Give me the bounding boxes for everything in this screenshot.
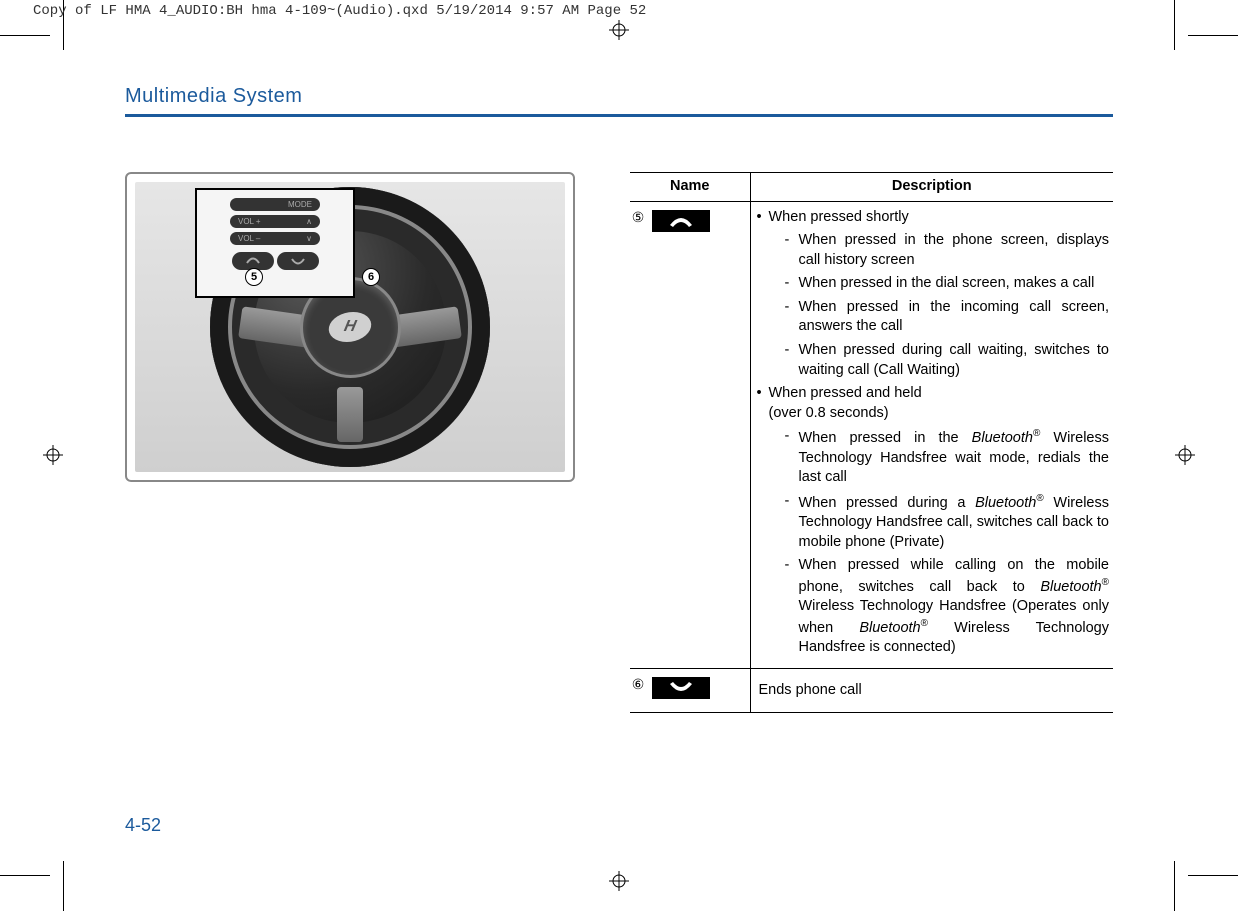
row-number: ⑥ — [630, 677, 646, 693]
document-header-info: Copy of LF HMA 4_AUDIO:BH hma 4-109~(Aud… — [33, 3, 646, 19]
callout-6: 6 — [362, 268, 380, 286]
name-cell: ⑥ — [630, 668, 750, 713]
table-row: ⑤ When pressed shortlyWhen pressed in the… — [630, 201, 1113, 668]
registration-mark-icon — [1175, 445, 1195, 465]
th-description: Description — [750, 173, 1113, 202]
vol-down-button: VOL –∨ — [230, 232, 320, 245]
callout-5: 5 — [245, 268, 263, 286]
mode-button: MODE — [230, 198, 320, 211]
registration-mark-icon — [609, 20, 629, 40]
phone-pickup-icon — [652, 210, 710, 232]
name-cell: ⑤ — [630, 201, 750, 668]
registration-mark-icon — [609, 871, 629, 891]
title-divider — [125, 114, 1113, 117]
steering-wheel-figure: H MODE VOL +∧ VOL –∨ — [125, 172, 575, 482]
table-row: ⑥ Ends phone call — [630, 668, 1113, 713]
registration-mark-icon — [43, 445, 63, 465]
row-number: ⑤ — [630, 210, 646, 226]
phone-hangup-button — [277, 252, 319, 270]
vol-up-button: VOL +∧ — [230, 215, 320, 228]
phone-hangup-icon — [652, 677, 710, 699]
controls-inset: MODE VOL +∧ VOL –∨ 5 6 — [195, 188, 355, 298]
description-cell: When pressed shortlyWhen pressed in the … — [750, 201, 1113, 668]
description-cell: Ends phone call — [750, 668, 1113, 713]
page-number: 4-52 — [125, 815, 161, 836]
th-name: Name — [630, 173, 750, 202]
brand-logo-icon: H — [326, 312, 374, 342]
section-title: Multimedia System — [125, 85, 1113, 108]
controls-description-table: Name Description ⑤ When pressed shortlyWh… — [630, 172, 1113, 713]
